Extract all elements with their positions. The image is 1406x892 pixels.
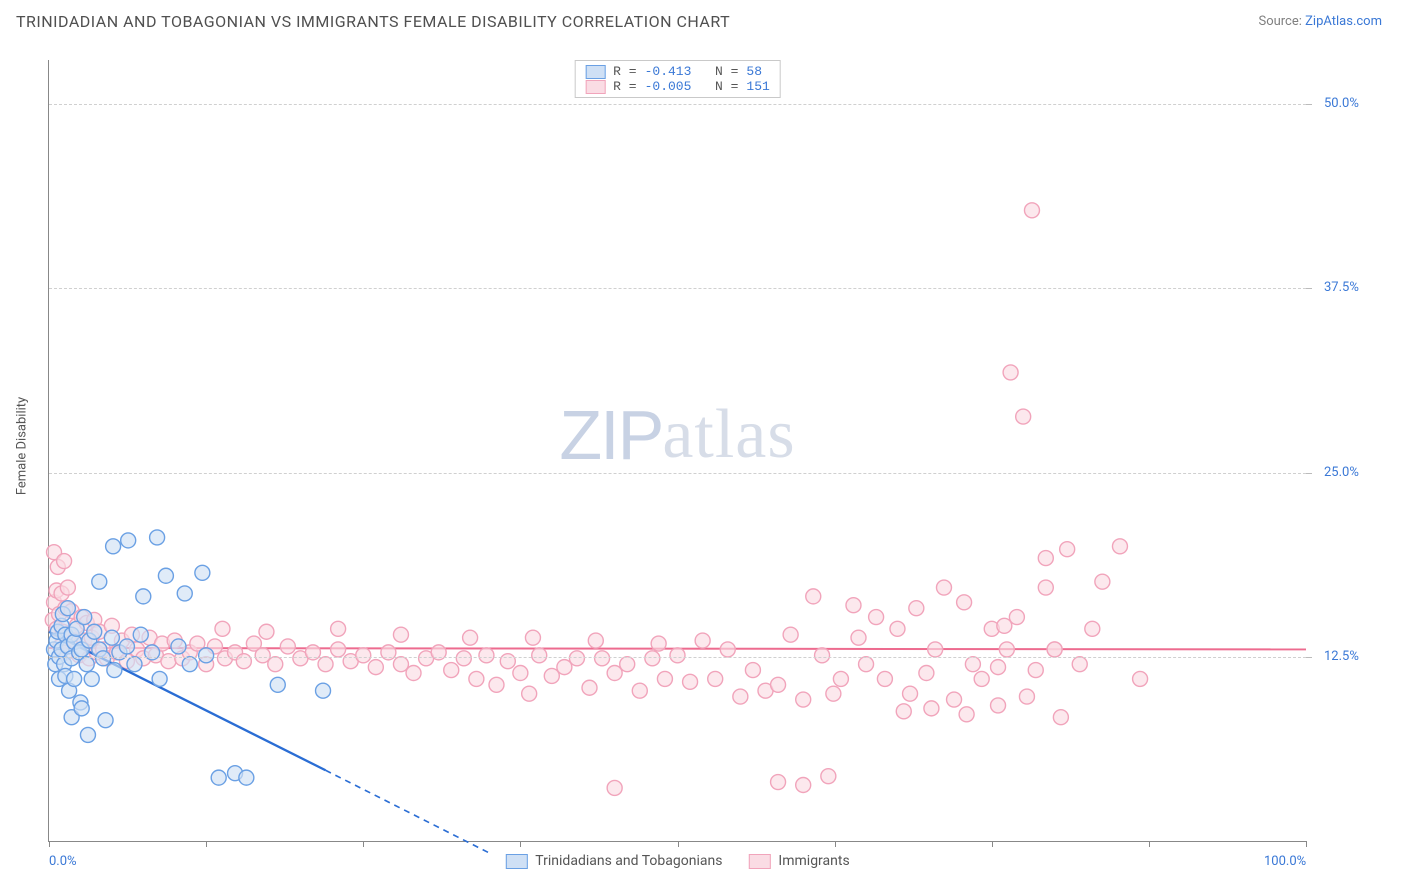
swatch-trinidad	[585, 65, 605, 79]
legend-r-label-0: R =	[613, 64, 636, 79]
correlation-legend: R = -0.413 N = 58 R = -0.005 N = 151	[574, 60, 781, 98]
legend-row-trinidad: R = -0.413 N = 58	[585, 64, 770, 79]
bottom-label-immigrants: Immigrants	[778, 853, 849, 869]
chart-plot-area: ZIPatlas R = -0.413 N = 58 R = -0.005 N …	[48, 60, 1306, 842]
bottom-label-trinidad: Trinidadians and Tobagonians	[535, 853, 722, 869]
source-prefix: Source:	[1258, 14, 1305, 29]
legend-r-value-0: -0.413	[645, 64, 692, 79]
legend-n-value-1: 151	[746, 79, 769, 94]
legend-n-value-0: 58	[746, 64, 762, 79]
bottom-legend-immigrants: Immigrants	[748, 853, 849, 869]
legend-r-label-1: R =	[613, 79, 636, 94]
x-tick-label: 100.0%	[1264, 854, 1306, 869]
source-link[interactable]: ZipAtlas.com	[1305, 14, 1382, 29]
legend-row-immigrants: R = -0.005 N = 151	[585, 79, 770, 94]
source-attribution: Source: ZipAtlas.com	[1258, 14, 1382, 29]
y-axis-label: Female Disability	[15, 397, 30, 495]
y-tick-label: 12.5%	[1324, 649, 1359, 664]
y-tick-label: 50.0%	[1324, 96, 1359, 111]
legend-n-label-1: N =	[699, 79, 738, 94]
swatch-immigrants	[585, 80, 605, 94]
bottom-swatch-trinidad	[505, 854, 527, 869]
x-tick-label: 0.0%	[49, 854, 77, 869]
scatter-svg	[49, 60, 1306, 841]
bottom-swatch-immigrants	[748, 854, 770, 869]
y-tick-label: 25.0%	[1324, 465, 1359, 480]
chart-title: TRINIDADIAN AND TOBAGONIAN VS IMMIGRANTS…	[16, 12, 730, 31]
bottom-legend-trinidad: Trinidadians and Tobagonians	[505, 853, 722, 869]
y-tick-label: 37.5%	[1324, 280, 1359, 295]
legend-r-value-1: -0.005	[645, 79, 692, 94]
legend-n-label-0: N =	[699, 64, 738, 79]
bottom-legend: Trinidadians and Tobagonians Immigrants	[505, 853, 849, 869]
